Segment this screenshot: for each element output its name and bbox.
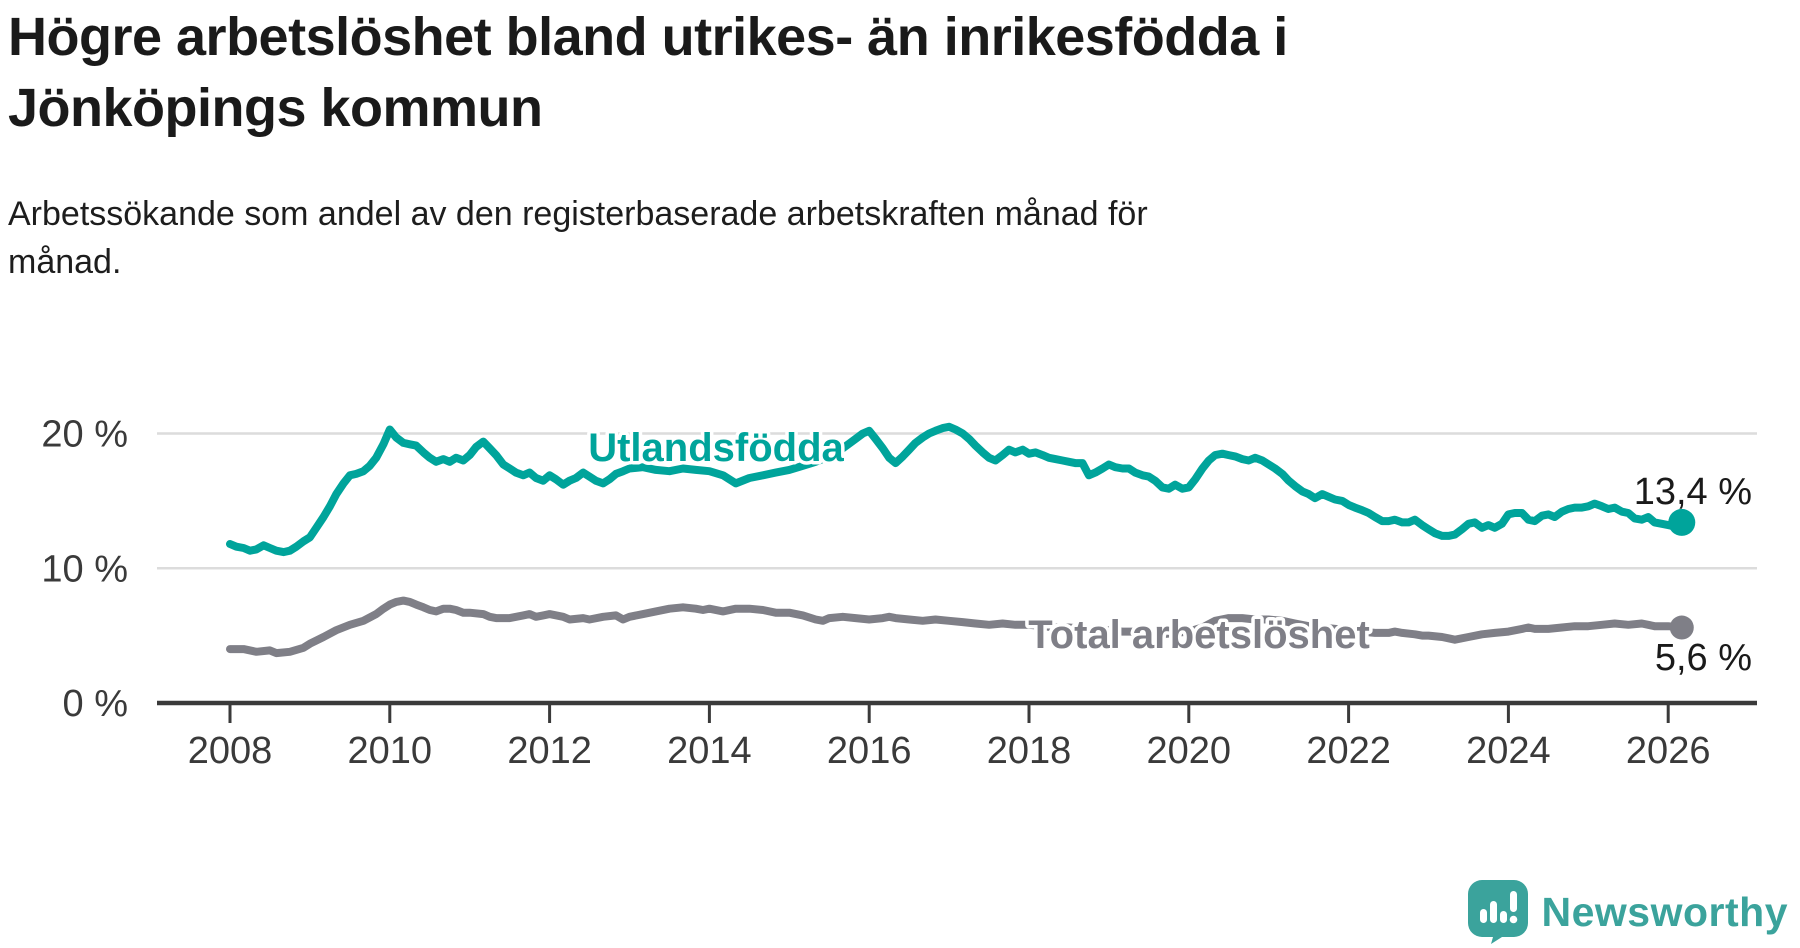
x-axis-label-2022: 2022 <box>1306 730 1391 772</box>
x-axis-label-2016: 2016 <box>827 730 912 772</box>
y-axis-label-20: 20 % <box>41 414 128 456</box>
end-value-label-total-arbetsloshet: 5,6 % <box>1655 637 1752 679</box>
series-label-total-arbetsloshet: Total arbetslöshet <box>1028 613 1370 657</box>
axis-layer: 0 % 10 % 20 % 2008 2010 2012 2014 2016 2018 2020 2… <box>41 414 1757 772</box>
gridline-layer <box>157 432 1757 570</box>
title-line-2: Jönköpings kommun <box>8 78 543 138</box>
series-line-0 <box>226 422 1686 557</box>
x-axis-label-2014: 2014 <box>667 730 752 772</box>
series-layer <box>226 422 1696 658</box>
series-end-dot-1 <box>1669 615 1694 640</box>
x-axis-label-2024: 2024 <box>1466 730 1551 772</box>
exclamation-bar-icon <box>1509 891 1517 912</box>
x-axis-label-2020: 2020 <box>1147 730 1232 772</box>
y-axis-label-0: 0 % <box>63 683 128 725</box>
x-axis-label-2008: 2008 <box>188 730 273 772</box>
x-axis-label-2026: 2026 <box>1626 730 1711 772</box>
bar-small-icon <box>1479 909 1487 923</box>
page-title: Högre arbetslöshet bland utrikes- än inr… <box>8 2 1408 144</box>
title-line-1: Högre arbetslöshet bland utrikes- än inr… <box>8 7 1288 67</box>
newsworthy-logo: Newsworthy <box>1467 880 1789 944</box>
series-line-1 <box>226 596 1686 658</box>
end-value-label-utlandsfodda: 13,4 % <box>1634 471 1752 513</box>
x-axis-label-2018: 2018 <box>987 730 1072 772</box>
logo-text: Newsworthy <box>1541 888 1788 935</box>
exclamation-dot-icon <box>1509 915 1517 924</box>
speech-bubble-shape <box>1467 880 1528 944</box>
subtitle-line-1: Arbetssökande som andel av den registerb… <box>8 195 1148 233</box>
chart-subtitle: Arbetssökande som andel av den registerb… <box>8 190 1488 286</box>
x-axis-label-2010: 2010 <box>348 730 433 772</box>
bar-tall-icon <box>1489 901 1497 923</box>
subtitle-line-2: månad. <box>8 243 122 281</box>
x-axis-label-2012: 2012 <box>507 730 592 772</box>
y-axis-label-10: 10 % <box>41 548 128 590</box>
bar-small-icon <box>1499 911 1507 923</box>
bar-chart-speech-bubble-icon <box>1467 880 1528 944</box>
series-label-utlandsfodda: Utlandsfödda <box>588 426 844 470</box>
series-end-dot-0 <box>1668 508 1696 536</box>
